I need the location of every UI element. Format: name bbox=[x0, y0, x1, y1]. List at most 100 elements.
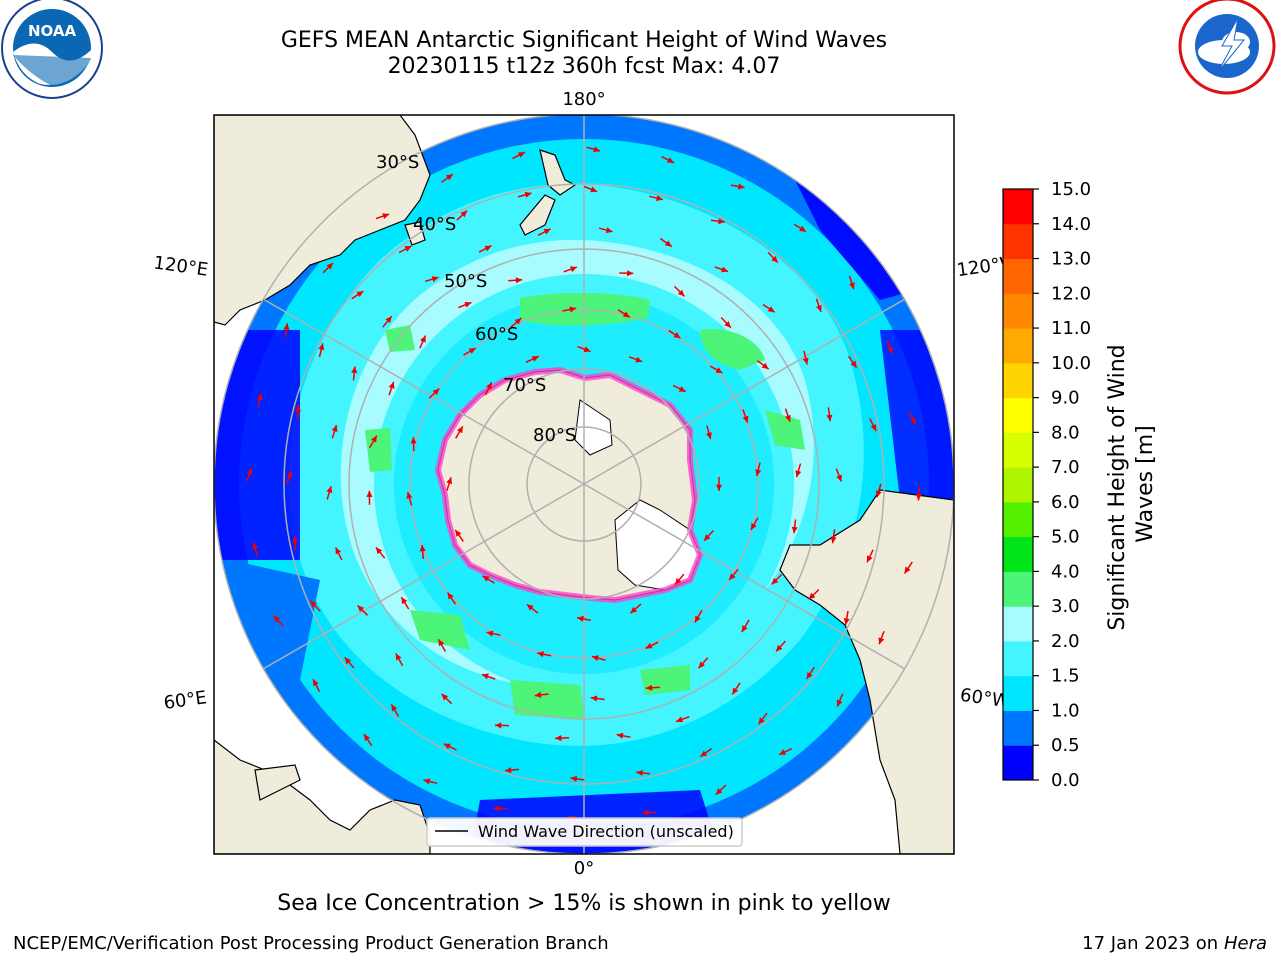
wind-arrow-head bbox=[326, 486, 333, 494]
footer-date: 17 Jan 2023 on bbox=[1082, 933, 1224, 954]
colorbar-segment bbox=[1003, 397, 1033, 433]
wind-arrow-head bbox=[802, 357, 809, 365]
wind-arrow-head bbox=[677, 289, 685, 297]
wind-arrow-head bbox=[675, 578, 682, 585]
wind-arrow-head bbox=[457, 426, 463, 434]
wind-arrow-head bbox=[256, 393, 263, 401]
wind-arrow-head bbox=[291, 536, 298, 543]
colorbar-segment bbox=[1003, 362, 1033, 399]
colorbar-label-line2: Waves [m] bbox=[1133, 425, 1158, 542]
wind-arrow-head bbox=[664, 240, 672, 247]
wind-arrow-head bbox=[799, 225, 806, 232]
wind-arrow-head bbox=[526, 604, 534, 611]
colorbar-segment bbox=[1003, 467, 1033, 503]
wind-arrow-head bbox=[592, 655, 599, 662]
wind-arrow-head bbox=[750, 523, 757, 530]
wind-arrow-head bbox=[335, 547, 342, 555]
wind-arrow-head bbox=[779, 749, 787, 755]
wind-arrow-head bbox=[543, 228, 551, 235]
wind-arrow-head bbox=[570, 266, 577, 273]
wind-arrow-head bbox=[382, 213, 390, 219]
wind-arrow-head bbox=[577, 615, 584, 622]
colorbar-segment bbox=[1003, 432, 1033, 468]
colorbar-tick-label: 7.0 bbox=[1051, 457, 1080, 478]
wind-arrow-head bbox=[694, 615, 701, 623]
wind-arrow-head bbox=[351, 366, 358, 374]
wind-arrow-head bbox=[395, 653, 402, 661]
wind-arrow-head bbox=[830, 536, 837, 544]
wind-arrow-head bbox=[706, 432, 712, 440]
wind-arrow-head bbox=[446, 174, 453, 181]
wind-arrow-head bbox=[776, 644, 783, 652]
footer-right: 17 Jan 2023 on Hera bbox=[1082, 933, 1267, 954]
wind-arrow-head bbox=[910, 417, 917, 425]
wind-arrow-head bbox=[676, 716, 684, 723]
wind-arrow-head bbox=[286, 470, 293, 478]
sea-ice-note: Sea Ice Concentration > 15% is shown in … bbox=[277, 891, 891, 916]
wind-arrow-head bbox=[698, 661, 705, 669]
lat-label-40s: 40°S bbox=[413, 214, 456, 235]
wind-arrow-head bbox=[570, 775, 578, 782]
colorbar-tick-label: 1.0 bbox=[1051, 700, 1080, 721]
wind-arrow-head bbox=[524, 191, 532, 198]
wind-arrow-head bbox=[246, 468, 253, 476]
wind-arrow-head bbox=[447, 592, 454, 600]
colorbar-label-line1: Significant Height of Wind bbox=[1105, 344, 1130, 630]
wind-arrow-head bbox=[391, 704, 398, 712]
colorbar-segment bbox=[1003, 328, 1033, 364]
lat-label-50s: 50°S bbox=[444, 271, 487, 292]
graticule bbox=[214, 115, 954, 854]
wind-arrow-head bbox=[364, 734, 370, 742]
wind-arrow-head bbox=[370, 435, 377, 443]
wind-arrow-head bbox=[517, 152, 525, 158]
lon-label-180: 180° bbox=[562, 89, 605, 110]
wind-arrow-head bbox=[826, 414, 833, 422]
wind-arrow-head bbox=[515, 277, 523, 284]
colorbar-segment bbox=[1003, 293, 1033, 329]
wind-arrow-head bbox=[534, 691, 542, 698]
wind-arrow-head bbox=[645, 642, 653, 649]
wind-arrow-head bbox=[401, 597, 408, 605]
colorbar-tick-label: 4.0 bbox=[1051, 561, 1080, 582]
wind-arrow-head bbox=[642, 809, 649, 816]
wind-arrow-head bbox=[419, 544, 426, 552]
wind-arrow-head bbox=[771, 577, 779, 585]
wind-arrow-head bbox=[438, 639, 445, 647]
lat-label-60s: 60°S bbox=[475, 324, 518, 345]
wind-arrow-head bbox=[385, 316, 392, 324]
wind-arrow-head bbox=[310, 600, 318, 608]
wind-arrow-head bbox=[605, 227, 613, 234]
wind-arrow-head bbox=[593, 146, 601, 153]
colorbar-segment bbox=[1003, 571, 1033, 607]
wind-arrow-head bbox=[878, 637, 885, 645]
wind-arrow-head bbox=[718, 218, 725, 225]
wind-arrow-head bbox=[887, 346, 893, 354]
wind-arrow-head bbox=[636, 769, 643, 776]
wind-arrow-head bbox=[583, 346, 591, 353]
colorbar-tick-label: 13.0 bbox=[1051, 249, 1091, 270]
colorbar-segment bbox=[1003, 606, 1033, 642]
wind-arrow-head bbox=[252, 542, 259, 550]
wind-arrow-head bbox=[867, 555, 873, 563]
wind-arrow-head bbox=[741, 625, 748, 633]
wind-arrow-head bbox=[420, 335, 426, 343]
colorbar bbox=[1003, 189, 1033, 781]
wind-arrow-head bbox=[622, 311, 630, 318]
wind-arrow-head bbox=[836, 699, 843, 707]
colorbar-segment bbox=[1003, 223, 1033, 260]
wind-arrow-head bbox=[313, 679, 319, 687]
wind-arrow-head bbox=[850, 360, 857, 368]
wind-arrow-head bbox=[673, 332, 681, 339]
wind-arrow-head bbox=[482, 575, 490, 582]
wind-arrow-head bbox=[816, 304, 822, 312]
wind-arrow-head bbox=[486, 382, 492, 390]
wind-arrow-head bbox=[645, 684, 653, 691]
wind-arrow-head bbox=[590, 695, 598, 702]
noaa-logo: NOAA bbox=[1, 0, 103, 99]
wind-arrow-head bbox=[875, 490, 882, 498]
wind-arrow-head bbox=[732, 687, 739, 695]
colorbar-segment bbox=[1003, 640, 1033, 677]
wind-arrow-head bbox=[486, 630, 494, 637]
colorbar-tick-label: 9.0 bbox=[1051, 388, 1080, 409]
footer-left: NCEP/EMC/Verification Post Processing Pr… bbox=[13, 933, 609, 954]
